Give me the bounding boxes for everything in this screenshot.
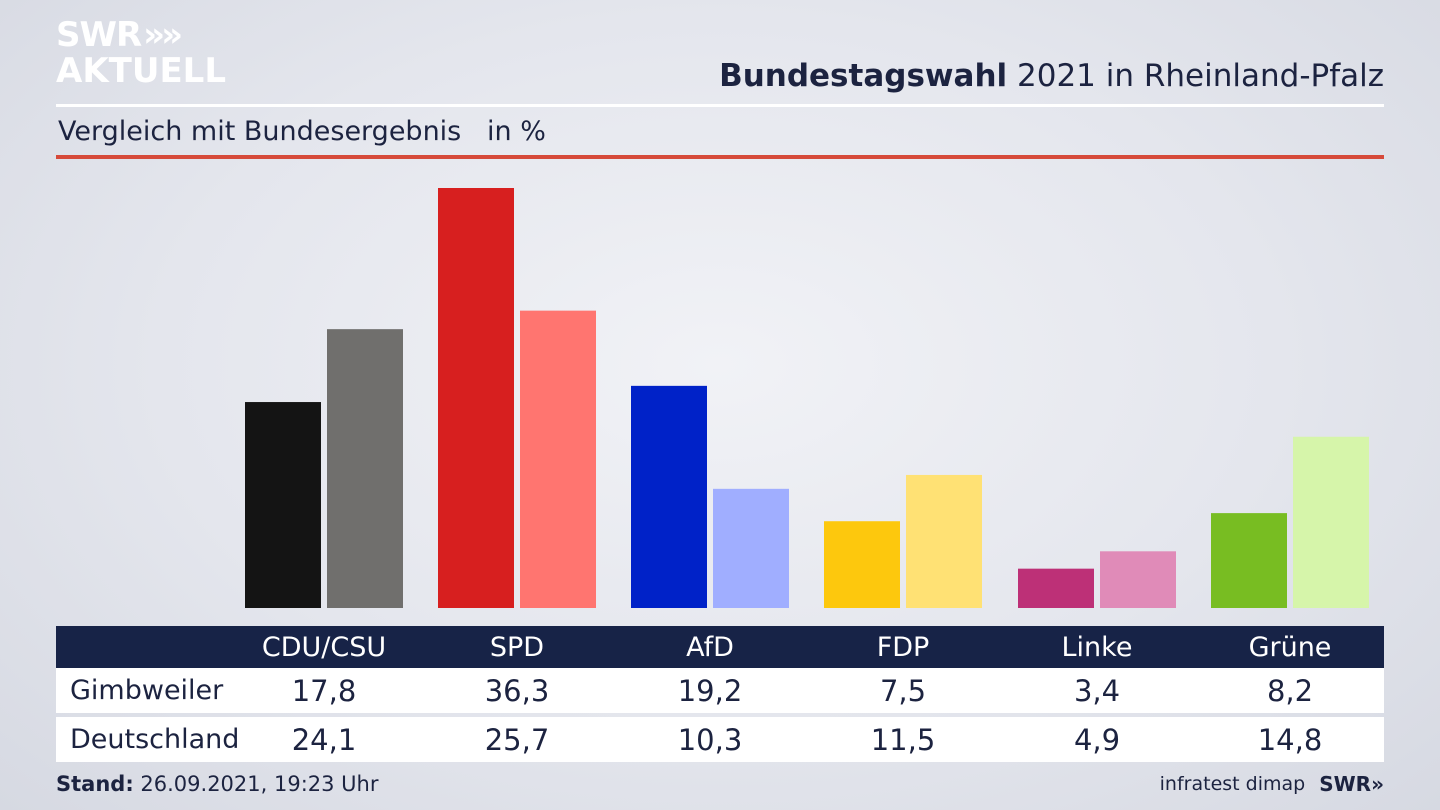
- row-label: Gimbweiler: [70, 675, 224, 706]
- title-bold: Bundestagswahl: [719, 58, 1008, 94]
- bar-afd-deutschland: [713, 488, 789, 608]
- category-label: Linke: [1061, 631, 1133, 663]
- bar-linke-gimbweiler: [1018, 568, 1094, 608]
- source-text: infratest dimap: [1159, 773, 1306, 795]
- logo-aktuell-text: AKTUELL: [56, 51, 227, 91]
- table-row: Deutschland 24,1 25,7 10,3 11,5 4,9 14,8: [56, 717, 1384, 762]
- value-cell: 36,3: [484, 673, 550, 708]
- results-table: CDU/CSU SPD AfD FDP Linke Grüne Gimbweiler 17…: [56, 626, 1384, 762]
- page-title: Bundestagswahl 2021 in Rheinland-Pfalz: [719, 58, 1384, 94]
- value-cell: 19,2: [677, 673, 743, 708]
- category-label: Grüne: [1248, 631, 1332, 663]
- bar-afd-gimbweiler: [631, 385, 707, 608]
- swr-aktuell-logo: SWR»» AKTUELL: [56, 18, 226, 88]
- stand-label: Stand:: [56, 772, 134, 796]
- value-cell: 7,5: [879, 673, 927, 708]
- bar-grüne-deutschland: [1293, 436, 1369, 608]
- title-rest: 2021 in Rheinland-Pfalz: [1007, 58, 1384, 94]
- value-cell: 17,8: [291, 673, 357, 708]
- value-cell: 24,1: [291, 722, 357, 757]
- value-cell: 10,3: [677, 722, 743, 757]
- value-cell: 11,5: [870, 722, 936, 757]
- category-label: SPD: [489, 631, 545, 663]
- table-row: Gimbweiler 17,8 36,3 19,2 7,5 3,4 8,2: [56, 668, 1384, 713]
- bar-linke-deutschland: [1100, 551, 1176, 608]
- source-credit: infratest dimap SWR»: [1160, 772, 1384, 796]
- value-cell: 25,7: [484, 722, 550, 757]
- timestamp: Stand: 26.09.2021, 19:23 Uhr: [56, 772, 379, 796]
- value-cell: 14,8: [1257, 722, 1323, 757]
- subtitle: Vergleich mit Bundesergebnis in %: [58, 116, 546, 147]
- bar-fdp-deutschland: [906, 474, 982, 608]
- value-cell: 3,4: [1073, 673, 1121, 708]
- bar-cducsu-gimbweiler: [245, 402, 321, 608]
- bar-fdp-gimbweiler: [824, 521, 900, 608]
- title-divider: [56, 104, 1384, 107]
- bar-grüne-gimbweiler: [1211, 513, 1287, 608]
- value-cell: 4,9: [1073, 722, 1121, 757]
- category-label: FDP: [876, 631, 930, 663]
- bar-cducsu-deutschland: [327, 329, 403, 608]
- stand-value: 26.09.2021, 19:23 Uhr: [133, 772, 379, 796]
- table-header-row: CDU/CSU SPD AfD FDP Linke Grüne: [56, 626, 1384, 668]
- logo-swr-text: SWR: [56, 15, 142, 55]
- bar-spd-deutschland: [520, 310, 596, 608]
- category-label: CDU/CSU: [261, 631, 387, 663]
- subtitle-divider: [56, 155, 1384, 159]
- category-label: AfD: [686, 631, 734, 663]
- row-label: Deutschland: [70, 724, 240, 755]
- footer-swr-logo: SWR»: [1319, 772, 1384, 796]
- bar-spd-gimbweiler: [438, 188, 514, 608]
- value-cell: 8,2: [1266, 673, 1314, 708]
